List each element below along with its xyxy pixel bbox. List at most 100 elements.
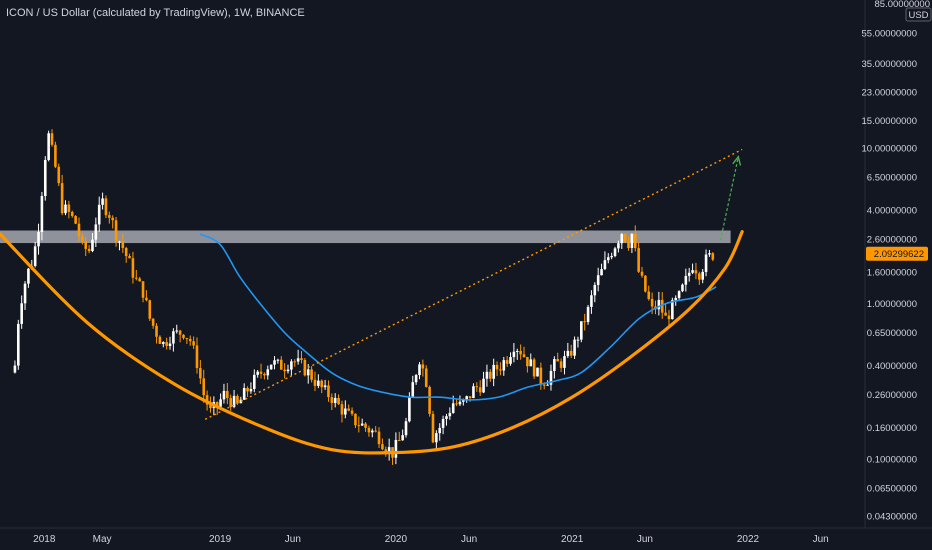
candle-body: [236, 395, 239, 404]
candle-body: [671, 300, 674, 320]
candle-body: [667, 315, 671, 320]
candle-body: [293, 361, 297, 363]
time-tick-label: 2020: [385, 534, 408, 545]
price-tick-label: 55.00000000: [862, 29, 917, 40]
current-price-label: 2.09299622: [874, 249, 924, 260]
candle-body: [205, 395, 209, 405]
candle-body: [20, 303, 23, 324]
candle-body: [664, 312, 667, 316]
candle-body: [515, 350, 519, 352]
candle-body: [499, 369, 502, 371]
candle-body: [492, 364, 495, 379]
candle-body: [70, 211, 74, 216]
candle-body: [168, 343, 172, 346]
currency-unit-label: USD: [908, 10, 928, 21]
price-tick-label: 10.00000000: [862, 144, 917, 155]
candle-body: [188, 338, 192, 342]
candle-body: [263, 373, 266, 376]
candle-body: [522, 354, 526, 358]
resistance-zone[interactable]: [0, 230, 731, 244]
candle-body: [687, 272, 691, 276]
candle-body: [232, 395, 236, 407]
candle-body: [370, 430, 374, 433]
candle-body: [141, 281, 145, 298]
candle-body: [542, 384, 546, 386]
candle-body: [91, 239, 94, 252]
current-price-tag[interactable]: [866, 246, 928, 261]
candle-body: [330, 397, 334, 403]
candle-body: [43, 159, 47, 197]
moving-average-line[interactable]: [199, 233, 717, 401]
candle-body: [135, 277, 138, 279]
candle-body: [606, 257, 610, 261]
candle-body: [151, 318, 155, 326]
candle-body: [54, 144, 57, 167]
price-axis-header: 85.00000000 USD: [875, 0, 932, 22]
candle-body: [357, 425, 361, 427]
candle-body: [131, 258, 135, 278]
candle-body: [424, 368, 428, 387]
candle-body: [303, 360, 307, 376]
candle-body: [704, 254, 708, 272]
candle-body: [590, 295, 593, 307]
candle-body: [633, 233, 637, 249]
candle-body: [222, 390, 226, 400]
candle-body: [674, 297, 678, 301]
candle-body: [175, 330, 179, 332]
candle-body: [532, 359, 536, 377]
candle-body: [74, 215, 77, 224]
candle-body: [465, 396, 468, 400]
candle-body: [310, 369, 313, 380]
target-arrow-head: [732, 155, 742, 166]
currency-badge[interactable]: [905, 7, 932, 22]
candle-body: [580, 321, 583, 340]
candle-body: [97, 204, 101, 225]
candle-body: [172, 331, 175, 344]
candle-body: [87, 248, 91, 252]
candle-body: [650, 298, 654, 307]
candle-body: [623, 234, 627, 242]
candle-body: [226, 390, 229, 399]
candle-body: [13, 365, 17, 373]
candle-body: [698, 273, 701, 280]
candle-body: [374, 430, 377, 432]
candle-body: [529, 359, 533, 367]
candle-body: [317, 380, 320, 386]
time-tick-label: 2022: [737, 534, 760, 545]
target-arrow-line[interactable]: [719, 156, 739, 241]
candle-body: [219, 399, 222, 407]
candle-body: [360, 423, 364, 426]
price-axis[interactable]: 55.00000000 35.00000000 23.00000000 15.0000…: [862, 29, 917, 523]
candle-body: [468, 396, 472, 398]
candle-body: [448, 412, 452, 417]
candle-body: [488, 371, 492, 379]
candle-body: [660, 299, 664, 313]
dotted-trend-line[interactable]: [204, 148, 743, 420]
candle-body: [340, 404, 344, 415]
candle-body: [37, 232, 40, 247]
time-tick-label: Jun: [637, 534, 653, 545]
candle-body: [23, 283, 27, 304]
candle-body: [387, 447, 391, 454]
candle-body: [421, 364, 425, 369]
candle-body: [229, 398, 232, 407]
time-tick-label: 2018: [33, 534, 56, 545]
candle-body: [644, 275, 647, 292]
price-tick-label: 35.00000000: [862, 59, 917, 70]
candle-body: [195, 345, 199, 369]
candle-body: [67, 204, 71, 212]
candle-body: [148, 300, 152, 319]
price-tick-label: 0.65000000: [867, 328, 917, 339]
candle-body: [691, 270, 694, 273]
price-tick-label: 4.00000000: [867, 205, 917, 216]
candle-body: [472, 386, 475, 398]
candle-body: [104, 198, 108, 216]
price-tick-label: 6.50000000: [867, 173, 917, 184]
rounded-bottom-curve[interactable]: [0, 230, 744, 455]
time-axis[interactable]: 2018 May 2019 Jun 2020 Jun 2021 Jun 2022 Jun: [33, 534, 829, 545]
candle-body: [337, 397, 340, 405]
candle-body: [33, 246, 37, 266]
price-axis-top-label: 85.00000000: [875, 0, 930, 10]
candle-body: [266, 369, 270, 376]
